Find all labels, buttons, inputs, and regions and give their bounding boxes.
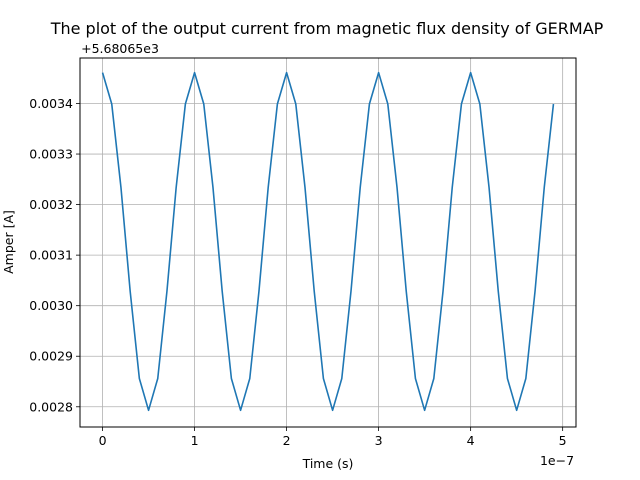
x-tick-label: 2: [283, 433, 291, 448]
y-offset-label: +5.68065e3: [81, 41, 159, 56]
x-tick-label: 5: [559, 433, 567, 448]
y-tick-label: 0.0032: [29, 197, 73, 212]
y-axis-label: Amper [A]: [1, 210, 16, 274]
y-tick-label: 0.0031: [29, 248, 73, 263]
grid-lines: [80, 58, 576, 427]
y-tick-label: 0.0030: [29, 298, 73, 313]
x-tick-label: 0: [99, 433, 107, 448]
x-axis-ticks: 0 1 2 3 4 5: [99, 427, 567, 448]
chart-title: The plot of the output current from magn…: [50, 19, 604, 38]
x-tick-label: 3: [375, 433, 383, 448]
y-axis-ticks: 0.0028 0.0029 0.0030 0.0031 0.0032 0.0033 0.00…: [29, 96, 80, 414]
series-line: [101, 71, 555, 412]
x-axis-label: Time (s): [302, 456, 354, 471]
y-tick-label: 0.0033: [29, 147, 73, 162]
series-lines: [101, 71, 555, 412]
y-tick-label: 0.0028: [29, 399, 73, 414]
y-tick-label: 0.0029: [29, 349, 73, 364]
x-tick-label: 4: [467, 433, 475, 448]
x-tick-label: 1: [191, 433, 199, 448]
y-tick-label: 0.0034: [29, 96, 73, 111]
x-offset-label: 1e−7: [540, 453, 574, 468]
plot-frame: [79, 57, 577, 428]
